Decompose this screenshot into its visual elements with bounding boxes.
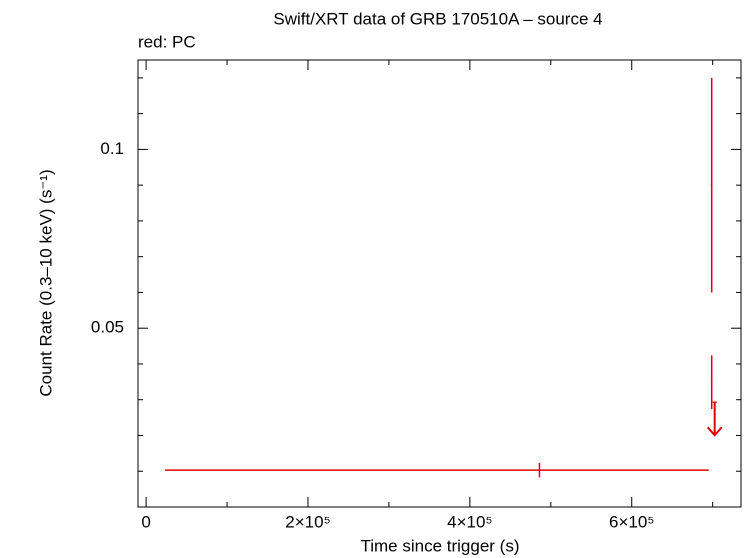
x-tick-label: 2×10⁵ <box>285 512 330 531</box>
y-axis-label: Count Rate (0.3–10 keV) (s⁻¹) <box>36 169 55 396</box>
x-tick-label: 4×10⁵ <box>447 512 492 531</box>
x-tick-label: 6×10⁵ <box>609 512 654 531</box>
chart-title: Swift/XRT data of GRB 170510A – source 4 <box>273 9 602 28</box>
y-tick-label: 0.05 <box>91 318 124 337</box>
upper-limit-arrow <box>706 402 723 437</box>
y-tick-label: 0.1 <box>100 139 124 158</box>
legend-note: red: PC <box>138 32 196 51</box>
x-axis-label: Time since trigger (s) <box>360 536 519 555</box>
plot-frame <box>137 59 742 508</box>
x-tick-label: 0 <box>141 512 150 531</box>
